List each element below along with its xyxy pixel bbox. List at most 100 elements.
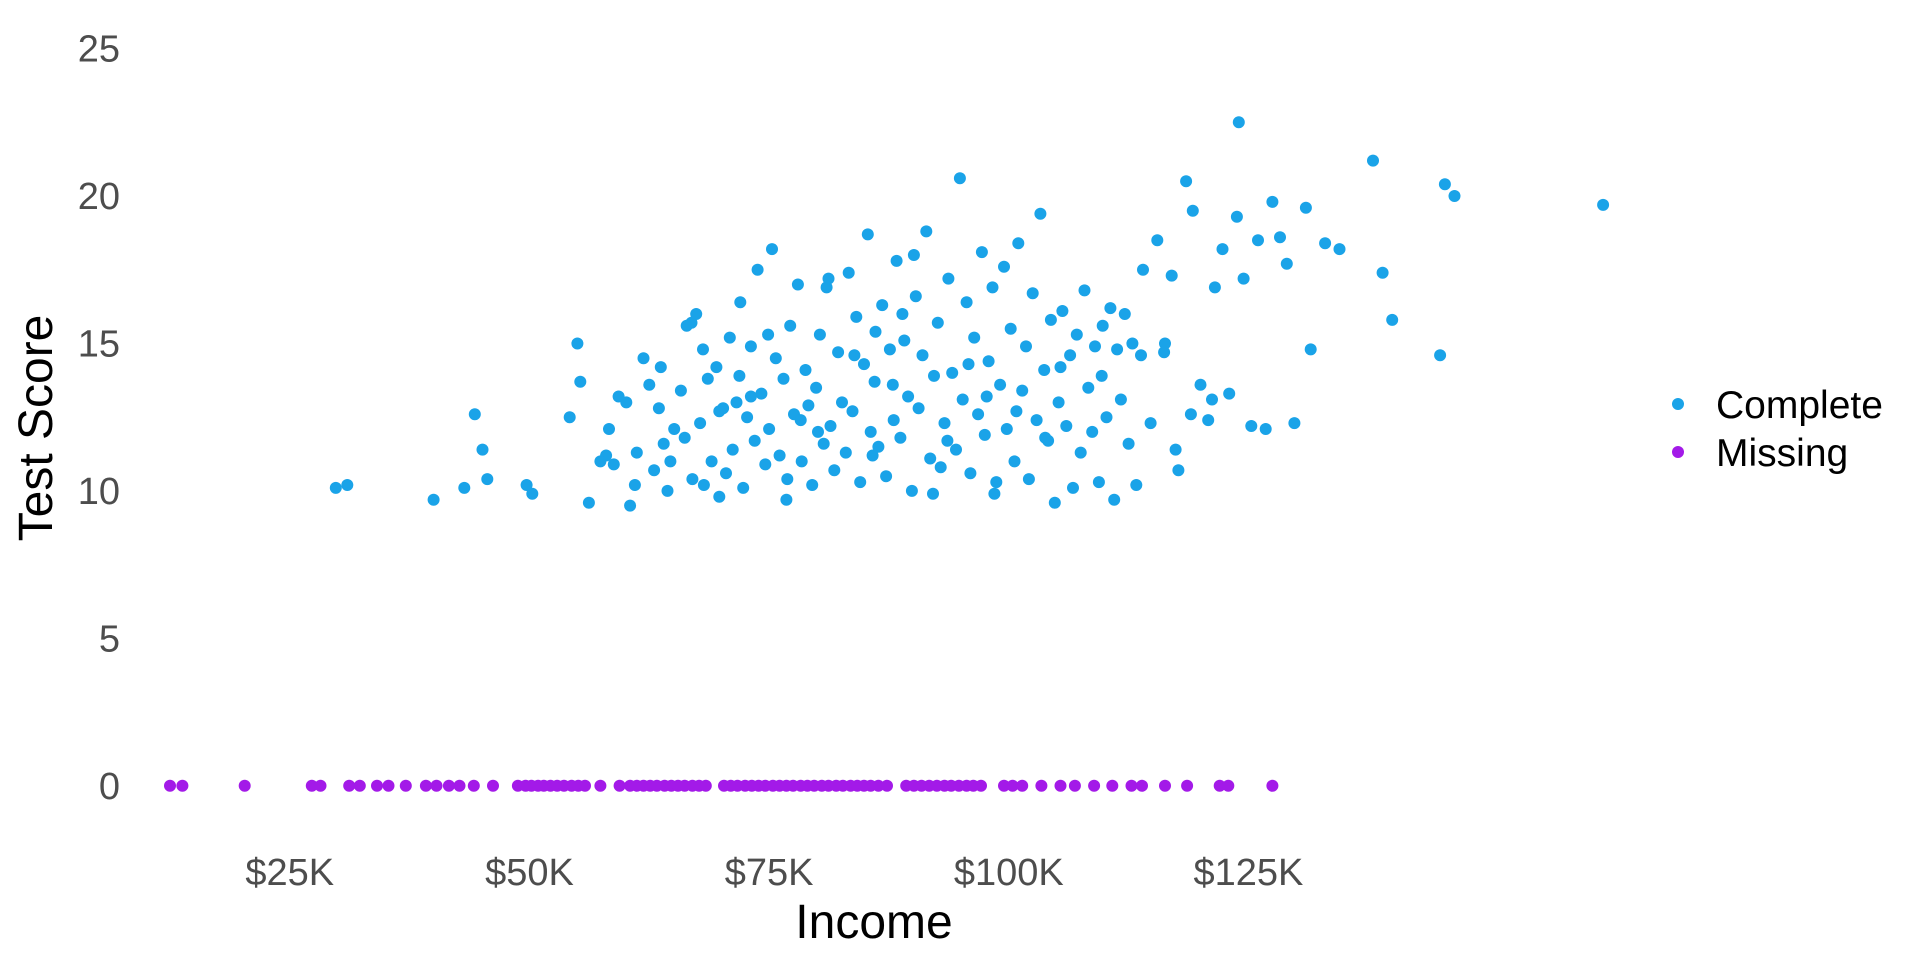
data-point [934, 461, 947, 474]
x-tick-label: $100K [954, 852, 1064, 894]
data-point [1054, 779, 1067, 792]
data-point [866, 449, 879, 462]
data-point [960, 296, 973, 309]
data-point [1082, 381, 1095, 394]
data-point [836, 396, 848, 409]
data-point [990, 476, 1003, 489]
data-point [1078, 284, 1091, 297]
data-point [314, 779, 327, 792]
data-point [1130, 479, 1143, 491]
data-point [1266, 195, 1279, 208]
data-point [802, 399, 815, 412]
data-point [734, 296, 747, 309]
data-point [1012, 237, 1025, 250]
data-point [1000, 423, 1013, 435]
data-point [674, 384, 687, 397]
data-point [1274, 231, 1286, 244]
data-point [1126, 337, 1139, 350]
data-point [1194, 378, 1207, 391]
data-point [968, 331, 981, 344]
data-point [881, 779, 893, 792]
data-point [876, 299, 889, 312]
legend-item: Missing [1672, 432, 1848, 475]
x-tick-label: $25K [245, 852, 334, 894]
data-point [928, 369, 940, 382]
data-point [726, 443, 739, 456]
data-point [630, 446, 643, 459]
data-point [980, 390, 993, 403]
data-point [896, 308, 909, 320]
data-point [371, 779, 383, 792]
data-point [481, 473, 494, 486]
data-point [686, 473, 699, 486]
data-point [1026, 287, 1039, 300]
data-point [975, 779, 987, 792]
data-point [1038, 364, 1051, 376]
data-point [713, 405, 726, 418]
data-point [1122, 437, 1135, 450]
data-point [1100, 411, 1113, 424]
data-point [668, 423, 681, 435]
data-point [1118, 308, 1131, 320]
data-point [690, 308, 703, 320]
data-point [1114, 393, 1127, 406]
y-tick-label: 15 [78, 323, 120, 365]
data-point [1304, 343, 1317, 356]
data-point [594, 455, 607, 468]
data-point [664, 455, 677, 468]
data-point [759, 458, 772, 471]
data-point [648, 464, 661, 477]
y-axis-ticks: 0 5 10 15 20 25 [78, 29, 120, 808]
data-point [607, 458, 620, 471]
data-point [419, 779, 432, 792]
data-point [1104, 302, 1117, 315]
data-point [467, 779, 480, 792]
data-point [950, 443, 962, 456]
data-point [1232, 116, 1245, 129]
data-point [1376, 266, 1389, 279]
data-point [1035, 779, 1048, 792]
data-point [680, 319, 693, 332]
data-point [1184, 408, 1197, 421]
data-point [1202, 414, 1215, 427]
data-point [1010, 405, 1023, 418]
data-point [737, 481, 750, 494]
data-point [329, 481, 342, 494]
y-tick-label: 0 [99, 766, 120, 808]
data-point [652, 402, 665, 415]
data-point [1068, 779, 1081, 792]
data-point [858, 358, 870, 371]
data-point [382, 779, 395, 792]
data-point [1125, 779, 1138, 792]
data-point [864, 425, 877, 438]
data-point [1048, 496, 1061, 509]
data-point [1067, 481, 1079, 494]
data-point [458, 481, 471, 494]
data-point [766, 243, 778, 256]
data-point [579, 779, 591, 792]
data-point [713, 490, 726, 503]
data-point [1223, 387, 1236, 400]
data-point [898, 334, 911, 347]
data-point [427, 493, 440, 506]
data-point [812, 425, 824, 438]
data-point [828, 464, 841, 477]
data-point [1074, 446, 1087, 459]
data-point [986, 281, 999, 294]
x-axis-ticks: $25K $50K $75K $100K $125K [245, 852, 1303, 894]
data-point [1008, 455, 1021, 468]
data-point [430, 779, 443, 792]
legend-label: Missing [1716, 432, 1848, 475]
data-point [850, 310, 863, 323]
data-point [773, 449, 786, 462]
data-point [941, 434, 954, 447]
y-tick-label: 5 [99, 618, 120, 660]
data-point [1070, 328, 1083, 341]
data-point [842, 266, 855, 279]
data-point [994, 378, 1007, 391]
data-point [1088, 779, 1101, 792]
data-point [657, 437, 670, 450]
data-point [697, 343, 709, 356]
data-point [763, 423, 776, 435]
data-point [1597, 198, 1610, 211]
